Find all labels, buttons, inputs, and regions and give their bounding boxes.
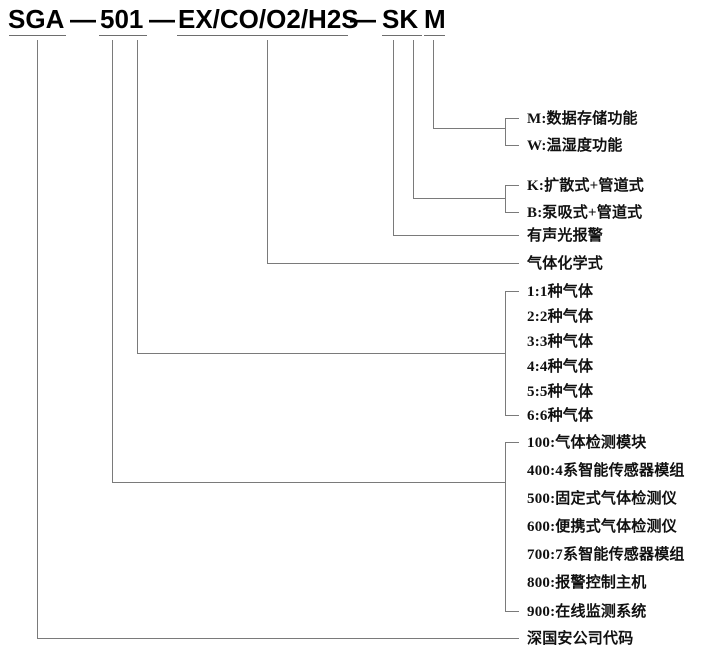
label-company-code: 深国安公司代码 <box>527 631 634 647</box>
label-sampling-mode-k: K:扩散式+管道式 <box>527 178 645 194</box>
code-token-501: 501 <box>100 4 144 34</box>
code-token-m: M <box>424 4 446 34</box>
bracket-stub-k <box>505 185 519 186</box>
label-series-400: 400:4系智能传感器模组 <box>527 463 685 479</box>
bracket-stub-gas-6 <box>505 415 519 416</box>
underline-m <box>424 35 445 36</box>
leader-vline-gases <box>267 40 268 263</box>
bracket-stub-series-100 <box>505 442 519 443</box>
label-gas-count-4: 4:4种气体 <box>527 359 594 375</box>
leader-vline-m <box>433 40 434 128</box>
label-series-700: 700:7系智能传感器模组 <box>527 547 685 563</box>
code-token-sk: SK <box>382 4 419 34</box>
leader-vline-company <box>37 40 38 638</box>
label-sampling-mode-b: B:泵吸式+管道式 <box>527 205 643 221</box>
bracket-spine-sampling-mode <box>505 185 506 212</box>
code-token-sga: SGA <box>8 4 65 34</box>
bracket-stub-gas-1 <box>505 291 519 292</box>
label-series-500: 500:固定式气体检测仪 <box>527 491 677 507</box>
label-gas-count-5: 5:5种气体 <box>527 384 594 400</box>
label-gas-count-1: 1:1种气体 <box>527 284 594 300</box>
label-data-function-m: M:数据存储功能 <box>527 111 638 127</box>
bracket-stub-b <box>505 212 519 213</box>
leader-hline-alarm <box>393 235 519 236</box>
underline-501 <box>99 35 147 36</box>
underline-sga <box>9 35 66 36</box>
label-gas-formula: 气体化学式 <box>527 256 604 272</box>
leader-vline-s <box>393 40 394 235</box>
label-series-100: 100:气体检测模块 <box>527 435 647 451</box>
leader-hline-k <box>413 198 505 199</box>
code-separator-2: — <box>149 4 175 34</box>
underline-sk <box>382 35 422 36</box>
label-data-function-w: W:温湿度功能 <box>527 138 623 154</box>
bracket-stub-series-900 <box>505 611 519 612</box>
label-gas-count-3: 3:3种气体 <box>527 334 594 350</box>
bracket-spine-series <box>505 442 506 611</box>
label-series-900: 900:在线监测系统 <box>527 604 647 620</box>
leader-vline-series <box>112 40 113 482</box>
label-series-600: 600:便携式气体检测仪 <box>527 519 677 535</box>
bracket-spine-gas-count <box>505 291 506 415</box>
leader-hline-gas-count <box>137 353 505 354</box>
model-code-header: SGA — 501 — EX/CO/O2/H2S — SK M <box>0 0 712 46</box>
leader-hline-company <box>37 638 519 639</box>
bracket-spine-data-function <box>505 118 506 145</box>
leader-hline-series <box>112 482 505 483</box>
code-token-gases: EX/CO/O2/H2S <box>178 4 359 34</box>
leader-vline-k <box>413 40 414 198</box>
bracket-stub-m <box>505 118 519 119</box>
leader-vline-gas-count <box>137 40 138 353</box>
bracket-stub-w <box>505 145 519 146</box>
code-separator-3: — <box>350 4 376 34</box>
label-gas-count-6: 6:6种气体 <box>527 408 594 424</box>
label-alarm: 有声光报警 <box>527 228 604 244</box>
leader-hline-m <box>433 128 505 129</box>
code-separator-1: — <box>70 4 96 34</box>
underline-gases <box>177 35 348 36</box>
label-gas-count-2: 2:2种气体 <box>527 309 594 325</box>
leader-hline-gas-formula <box>267 263 519 264</box>
label-series-800: 800:报警控制主机 <box>527 575 647 591</box>
